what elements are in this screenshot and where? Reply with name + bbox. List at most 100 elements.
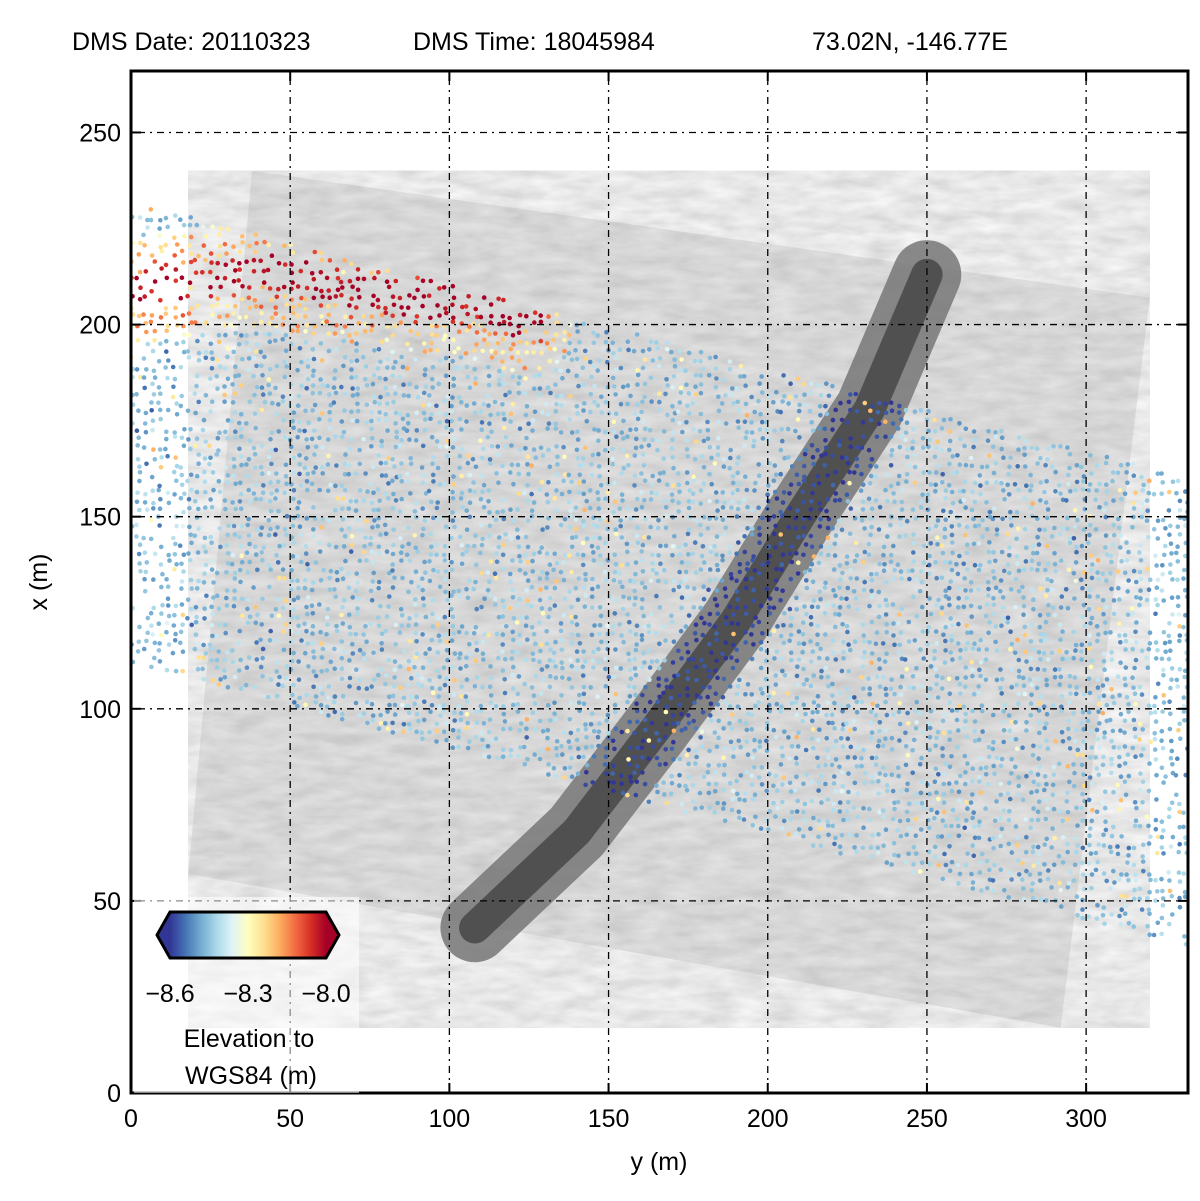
- elevation-point: [457, 416, 463, 422]
- elevation-point: [715, 508, 720, 513]
- elevation-point: [156, 648, 162, 653]
- elevation-point: [832, 841, 837, 847]
- elevation-point: [340, 605, 345, 610]
- elevation-point: [553, 382, 558, 388]
- elevation-point: [650, 552, 655, 558]
- elevation-point: [692, 700, 697, 705]
- elevation-point: [537, 576, 543, 581]
- elevation-point: [668, 791, 674, 797]
- elevation-point: [772, 463, 778, 468]
- elevation-point: [965, 851, 970, 856]
- elevation-point: [1153, 695, 1158, 700]
- elevation-point: [766, 827, 771, 832]
- elevation-point: [215, 386, 220, 392]
- elevation-point: [838, 691, 843, 696]
- elevation-point: [888, 463, 894, 468]
- elevation-point: [935, 729, 941, 735]
- elevation-point: [676, 509, 681, 514]
- elevation-point: [778, 532, 783, 537]
- elevation-point: [350, 595, 356, 600]
- elevation-point: [558, 621, 564, 626]
- elevation-point: [963, 505, 968, 510]
- elevation-point: [912, 638, 918, 643]
- elevation-point: [201, 544, 207, 549]
- elevation-point: [677, 400, 683, 405]
- elevation-point: [545, 412, 551, 417]
- elevation-point: [1007, 464, 1012, 470]
- elevation-point: [383, 376, 388, 382]
- elevation-point: [274, 669, 280, 674]
- elevation-point: [817, 589, 822, 595]
- elevation-point: [495, 509, 500, 515]
- elevation-point: [642, 585, 648, 590]
- elevation-point: [986, 549, 991, 555]
- elevation-point: [918, 408, 924, 413]
- elevation-point: [304, 692, 309, 698]
- elevation-point: [698, 382, 704, 387]
- elevation-point: [258, 465, 264, 470]
- elevation-point: [297, 428, 302, 433]
- elevation-point: [350, 393, 356, 398]
- elevation-point: [347, 658, 352, 663]
- elevation-point: [1023, 545, 1029, 550]
- elevation-point: [1161, 851, 1166, 856]
- elevation-point: [554, 332, 559, 338]
- elevation-point: [690, 491, 696, 497]
- elevation-point: [217, 526, 222, 531]
- elevation-point: [135, 338, 141, 343]
- elevation-point: [795, 571, 801, 576]
- elevation-point: [327, 587, 333, 592]
- elevation-point: [569, 685, 575, 690]
- elevation-point: [188, 472, 194, 478]
- elevation-point: [979, 851, 985, 857]
- elevation-point: [363, 535, 368, 541]
- elevation-point: [1118, 774, 1124, 779]
- elevation-point: [1042, 787, 1047, 793]
- elevation-point: [702, 663, 707, 669]
- elevation-point: [456, 329, 462, 335]
- elevation-point: [640, 365, 646, 371]
- elevation-point: [201, 642, 206, 648]
- elevation-point: [386, 481, 391, 486]
- elevation-point: [151, 447, 156, 452]
- elevation-point: [192, 499, 198, 504]
- elevation-point: [758, 640, 764, 645]
- elevation-point: [837, 585, 842, 591]
- elevation-point: [341, 338, 347, 344]
- elevation-point: [561, 355, 567, 360]
- elevation-point: [780, 438, 785, 444]
- elevation-point: [634, 642, 639, 647]
- elevation-point: [735, 791, 740, 797]
- elevation-point: [829, 712, 835, 717]
- elevation-point: [1118, 545, 1123, 550]
- elevation-point: [712, 789, 718, 794]
- elevation-point: [1183, 489, 1188, 494]
- elevation-point: [1107, 844, 1113, 850]
- elevation-point: [619, 492, 625, 498]
- elevation-point: [325, 488, 331, 494]
- elevation-point: [773, 472, 779, 478]
- elevation-point: [804, 578, 809, 583]
- elevation-point: [797, 435, 802, 440]
- elevation-point: [538, 648, 543, 654]
- elevation-point: [742, 419, 748, 425]
- elevation-point: [537, 756, 543, 762]
- elevation-point: [729, 575, 734, 581]
- elevation-point: [1111, 598, 1117, 603]
- elevation-point: [613, 531, 619, 537]
- elevation-point: [311, 527, 316, 532]
- elevation-point: [577, 708, 582, 713]
- elevation-point: [443, 355, 449, 361]
- elevation-point: [868, 516, 874, 521]
- elevation-point: [296, 500, 302, 505]
- elevation-point: [992, 575, 997, 581]
- elevation-point: [298, 532, 304, 537]
- elevation-point: [757, 427, 763, 432]
- elevation-point: [413, 319, 418, 325]
- elevation-point: [217, 364, 223, 370]
- elevation-point: [690, 401, 695, 406]
- elevation-point: [797, 402, 802, 408]
- elevation-point: [400, 703, 405, 708]
- elevation-point: [628, 745, 633, 750]
- elevation-point: [618, 523, 623, 529]
